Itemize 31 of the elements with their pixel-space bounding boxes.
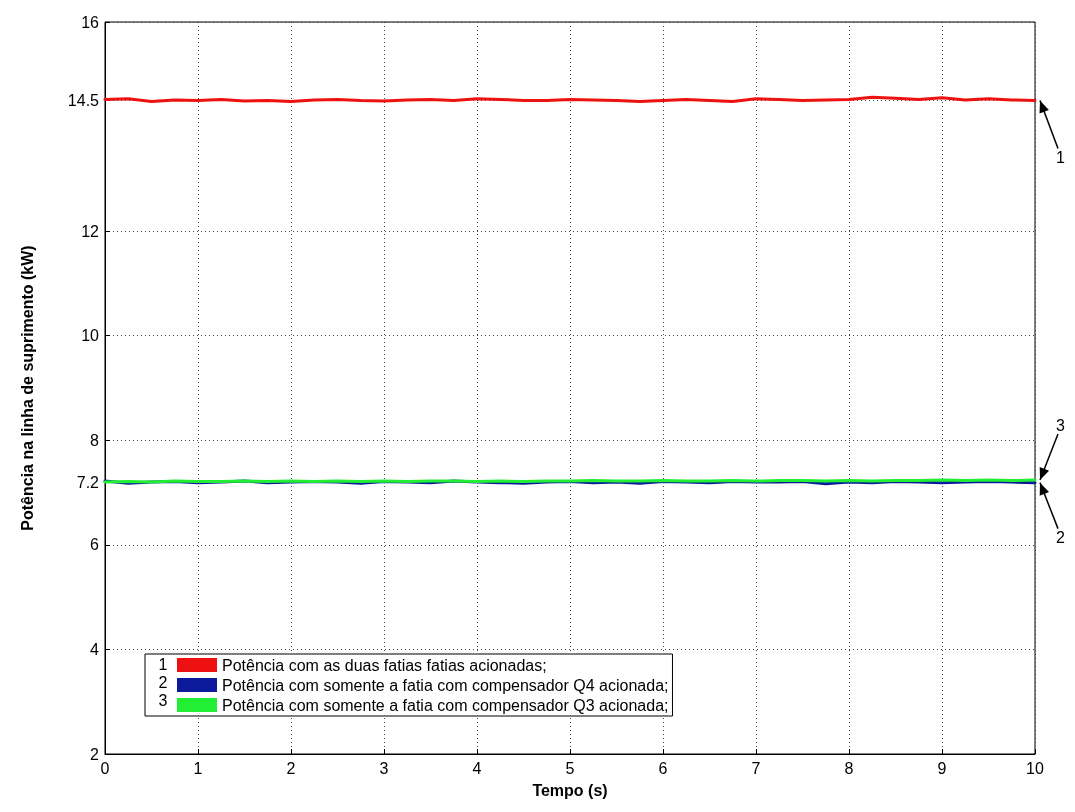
y-tick-label: 7.2 bbox=[76, 473, 100, 491]
x-tick-label: 3 bbox=[379, 759, 389, 777]
x-tick-label: 2 bbox=[286, 759, 296, 777]
x-tick-label: 0 bbox=[100, 759, 110, 777]
text: 3 bbox=[1056, 416, 1065, 434]
annotation: 1 bbox=[158, 656, 168, 673]
x-tick-label: 7 bbox=[751, 759, 761, 777]
legend-label: Potência com as duas fatias fatias acionadas; bbox=[222, 656, 547, 674]
y-tick-label: 14.5 bbox=[67, 91, 100, 109]
y-tick-label: 10 bbox=[81, 327, 100, 345]
legend-label: Potência com somente a fatia com compensador Q3 acionada; bbox=[222, 696, 669, 714]
x-axis-title: Tempo (s) bbox=[532, 781, 608, 799]
annotation: 3 bbox=[158, 692, 168, 709]
x-tick-label: 8 bbox=[844, 759, 854, 777]
x-tick-label: 1 bbox=[193, 759, 203, 777]
y-tick-label: 8 bbox=[90, 431, 100, 449]
x-tick-label: 6 bbox=[658, 759, 668, 777]
x-tick-label: 10 bbox=[1026, 759, 1044, 777]
x-tick-label: 4 bbox=[472, 759, 482, 777]
text: 1 bbox=[1056, 148, 1065, 166]
legend-label: Potência com somente a fatia com compensador Q4 acionada; bbox=[222, 676, 669, 694]
annotation: 2 bbox=[158, 674, 168, 691]
x-tick-label: 9 bbox=[937, 759, 947, 777]
text: 2 bbox=[1056, 529, 1065, 547]
y-tick-label: 6 bbox=[90, 536, 100, 554]
y-tick-label: 12 bbox=[81, 222, 100, 240]
y-tick-label: 2 bbox=[90, 745, 100, 763]
y-tick-label: 16 bbox=[81, 13, 100, 31]
y-axis-title: Potência na linha de suprimento (kW) bbox=[18, 245, 36, 531]
x-tick-label: 5 bbox=[565, 759, 575, 777]
y-tick-label: 4 bbox=[90, 640, 100, 658]
